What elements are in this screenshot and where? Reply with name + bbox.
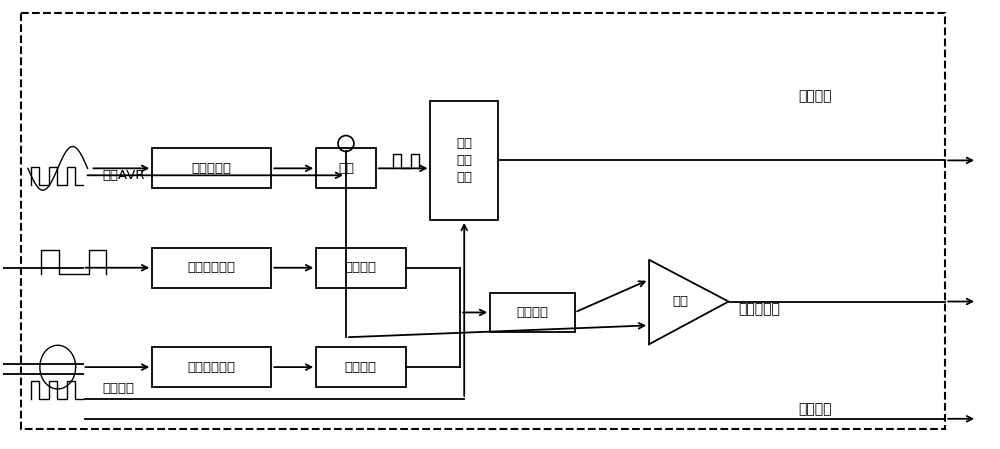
Text: 脉冲故障: 脉冲故障 [798, 89, 832, 103]
Text: 交流采样: 交流采样 [345, 361, 377, 374]
Text: 相位鉴别: 相位鉴别 [516, 306, 548, 319]
Text: 高压隔离运放: 高压隔离运放 [188, 261, 236, 274]
Text: 与门: 与门 [338, 162, 354, 175]
Bar [316, 248, 406, 288]
Text: 高压隔离运放: 高压隔离运放 [188, 361, 236, 374]
Text: 脉冲
角度
校验: 脉冲 角度 校验 [456, 137, 472, 184]
Bar [430, 101, 498, 220]
Text: 交流采样: 交流采样 [345, 261, 377, 274]
Text: 脉冲故障: 脉冲故障 [798, 402, 832, 416]
Text: 来自AVR: 来自AVR [102, 169, 145, 182]
Bar [152, 149, 271, 188]
Bar [152, 248, 271, 288]
Bar [152, 347, 271, 387]
Text: 返回脉冲: 返回脉冲 [102, 383, 134, 396]
Bar [490, 293, 575, 332]
Text: 与门: 与门 [673, 295, 689, 308]
Bar [316, 149, 376, 188]
Text: 振荡脉冲列: 振荡脉冲列 [192, 162, 232, 175]
Text: 可控硅故障: 可控硅故障 [739, 303, 780, 317]
Bar [316, 347, 406, 387]
